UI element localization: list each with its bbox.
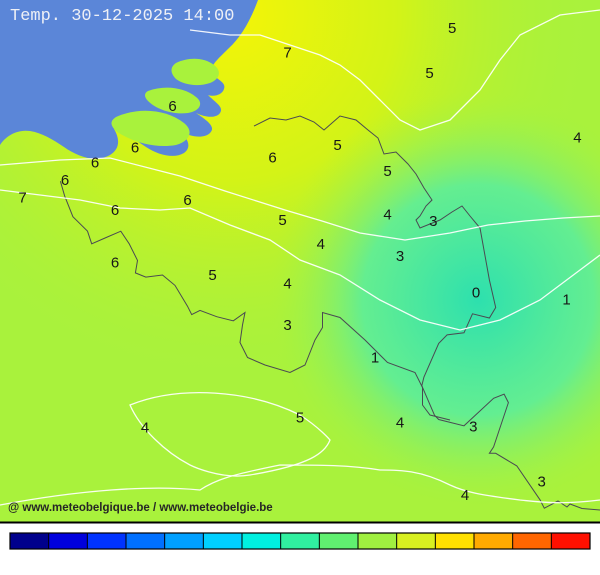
svg-text:Temp. 30-12-2025 14:00: Temp. 30-12-2025 14:00 xyxy=(10,7,234,26)
svg-text:3: 3 xyxy=(538,474,546,491)
svg-text:5: 5 xyxy=(425,65,433,82)
svg-text:6: 6 xyxy=(168,98,176,115)
svg-text:5: 5 xyxy=(448,20,456,37)
svg-text:6: 6 xyxy=(268,150,276,167)
svg-text:5: 5 xyxy=(296,410,304,427)
svg-text:3: 3 xyxy=(469,419,477,436)
svg-text:3: 3 xyxy=(429,213,437,230)
svg-text:6: 6 xyxy=(91,155,99,172)
svg-text:3: 3 xyxy=(396,248,404,265)
svg-text:@ www.meteobelgique.be / www.m: @ www.meteobelgique.be / www.meteobelgie… xyxy=(8,502,273,514)
svg-text:5: 5 xyxy=(383,163,391,180)
svg-text:4: 4 xyxy=(141,420,149,437)
svg-text:0: 0 xyxy=(472,285,480,302)
svg-text:4: 4 xyxy=(283,275,291,292)
svg-text:1: 1 xyxy=(371,350,379,367)
svg-text:3: 3 xyxy=(283,317,291,334)
svg-text:4: 4 xyxy=(461,487,469,504)
svg-text:6: 6 xyxy=(183,192,191,209)
svg-text:5: 5 xyxy=(278,212,286,229)
svg-text:4: 4 xyxy=(383,207,391,224)
svg-text:6: 6 xyxy=(61,172,69,189)
svg-text:7: 7 xyxy=(283,45,291,62)
svg-text:6: 6 xyxy=(111,202,119,219)
svg-text:4: 4 xyxy=(396,415,404,432)
svg-text:6: 6 xyxy=(131,140,139,157)
svg-text:6: 6 xyxy=(111,255,119,272)
svg-text:4: 4 xyxy=(573,129,581,146)
svg-text:7: 7 xyxy=(18,190,26,207)
svg-text:5: 5 xyxy=(333,137,341,154)
svg-text:5: 5 xyxy=(208,267,216,284)
svg-text:1: 1 xyxy=(562,292,570,309)
svg-text:4: 4 xyxy=(317,236,325,253)
